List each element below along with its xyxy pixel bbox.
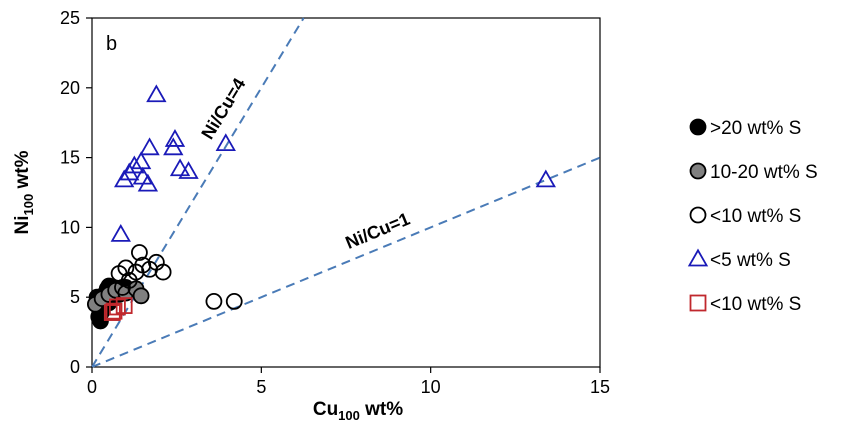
data-points <box>86 84 556 330</box>
legend-item-3: <10 wt% S <box>689 206 801 227</box>
legend-marker <box>689 294 707 312</box>
series-3 <box>110 244 243 310</box>
y-tick-label: 20 <box>60 78 80 98</box>
data-point <box>105 302 123 320</box>
data-point <box>131 244 148 261</box>
legend-marker <box>689 118 707 136</box>
data-point <box>154 263 172 281</box>
legend-item-5: <10 wt% S <box>689 294 801 315</box>
legend-marker <box>687 248 709 267</box>
legend-label: <10 wt% S <box>710 206 801 227</box>
reference-line-label-2: Ni/Cu=1 <box>343 209 413 253</box>
x-tick-label: 0 <box>87 377 97 397</box>
x-tick-label: 10 <box>421 377 441 397</box>
data-point <box>130 151 152 170</box>
y-tick-label: 0 <box>70 357 80 377</box>
series-4 <box>110 84 556 242</box>
data-point <box>115 297 133 314</box>
data-point <box>132 287 150 305</box>
legend-label: <10 wt% S <box>710 294 801 315</box>
data-point <box>110 223 131 242</box>
data-point <box>137 173 159 192</box>
tick-labels: 0 5 10 15 0 5 10 15 20 25 <box>60 8 610 397</box>
reference-line-1 <box>91 17 305 368</box>
plot-border <box>91 17 601 368</box>
axes: Cu100 wt% Ni100 wt% <box>12 17 601 423</box>
x-tick-label: 5 <box>256 377 266 397</box>
y-axis-label: Ni100 wt% <box>12 150 36 234</box>
data-point <box>146 84 167 103</box>
data-point <box>205 292 223 310</box>
reference-lines <box>91 17 601 368</box>
y-tick-label: 15 <box>60 148 80 168</box>
series-5 <box>103 297 133 321</box>
legend-label: 10-20 wt% S <box>710 162 818 183</box>
data-point <box>164 129 186 147</box>
panel-label: b <box>106 33 117 55</box>
data-point <box>139 137 160 156</box>
data-point <box>124 155 145 174</box>
data-point <box>117 259 135 277</box>
data-point <box>225 292 243 310</box>
legend-item-4: <5 wt% S <box>687 248 791 271</box>
reference-line-label-1: Ni/Cu=4 <box>197 75 249 143</box>
data-point <box>114 279 131 296</box>
legend-item-2: 10-20 wt% S <box>689 162 818 183</box>
legend-label: <5 wt% S <box>710 250 791 271</box>
y-tick-label: 10 <box>60 217 80 237</box>
series-2 <box>86 280 150 313</box>
legend-item-1: >20 wt% S <box>689 118 801 139</box>
data-point <box>215 133 236 152</box>
reference-line-2 <box>91 156 601 368</box>
plot-frame <box>91 17 601 368</box>
y-tick-label: 25 <box>60 8 80 28</box>
data-point <box>535 169 556 188</box>
x-axis-label: Cu100 wt% <box>313 399 403 423</box>
legend: >20 wt% S 10-20 wt% S <10 wt% S <5 wt% S <10… <box>687 118 818 315</box>
legend-marker <box>689 206 707 224</box>
data-point <box>169 158 191 177</box>
data-point <box>178 161 199 179</box>
legend-marker <box>689 162 707 180</box>
legend-label: >20 wt% S <box>710 118 801 139</box>
y-tick-label: 5 <box>70 287 80 307</box>
x-tick-label: 15 <box>590 377 610 397</box>
